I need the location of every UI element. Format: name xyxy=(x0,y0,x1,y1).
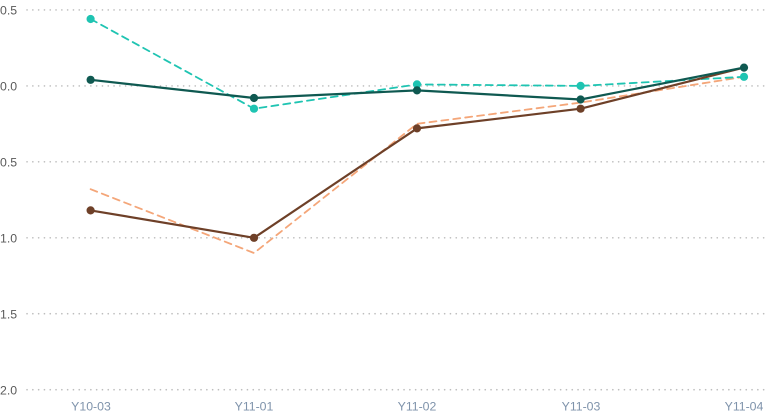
svg-text:Y11-03: Y11-03 xyxy=(562,400,601,414)
svg-text:Y11-02: Y11-02 xyxy=(398,400,437,414)
svg-text:0.0: 0.0 xyxy=(0,80,17,94)
svg-text:1.0: 1.0 xyxy=(0,231,17,245)
svg-text:1.5: 1.5 xyxy=(0,307,17,321)
svg-text:2.0: 2.0 xyxy=(0,383,17,397)
svg-text:0.5: 0.5 xyxy=(0,155,17,169)
svg-text:Y10-03: Y10-03 xyxy=(71,400,111,414)
svg-text:Y11-04: Y11-04 xyxy=(725,400,764,414)
svg-text:Y11-01: Y11-01 xyxy=(235,400,274,414)
svg-text:0.5: 0.5 xyxy=(0,4,17,18)
